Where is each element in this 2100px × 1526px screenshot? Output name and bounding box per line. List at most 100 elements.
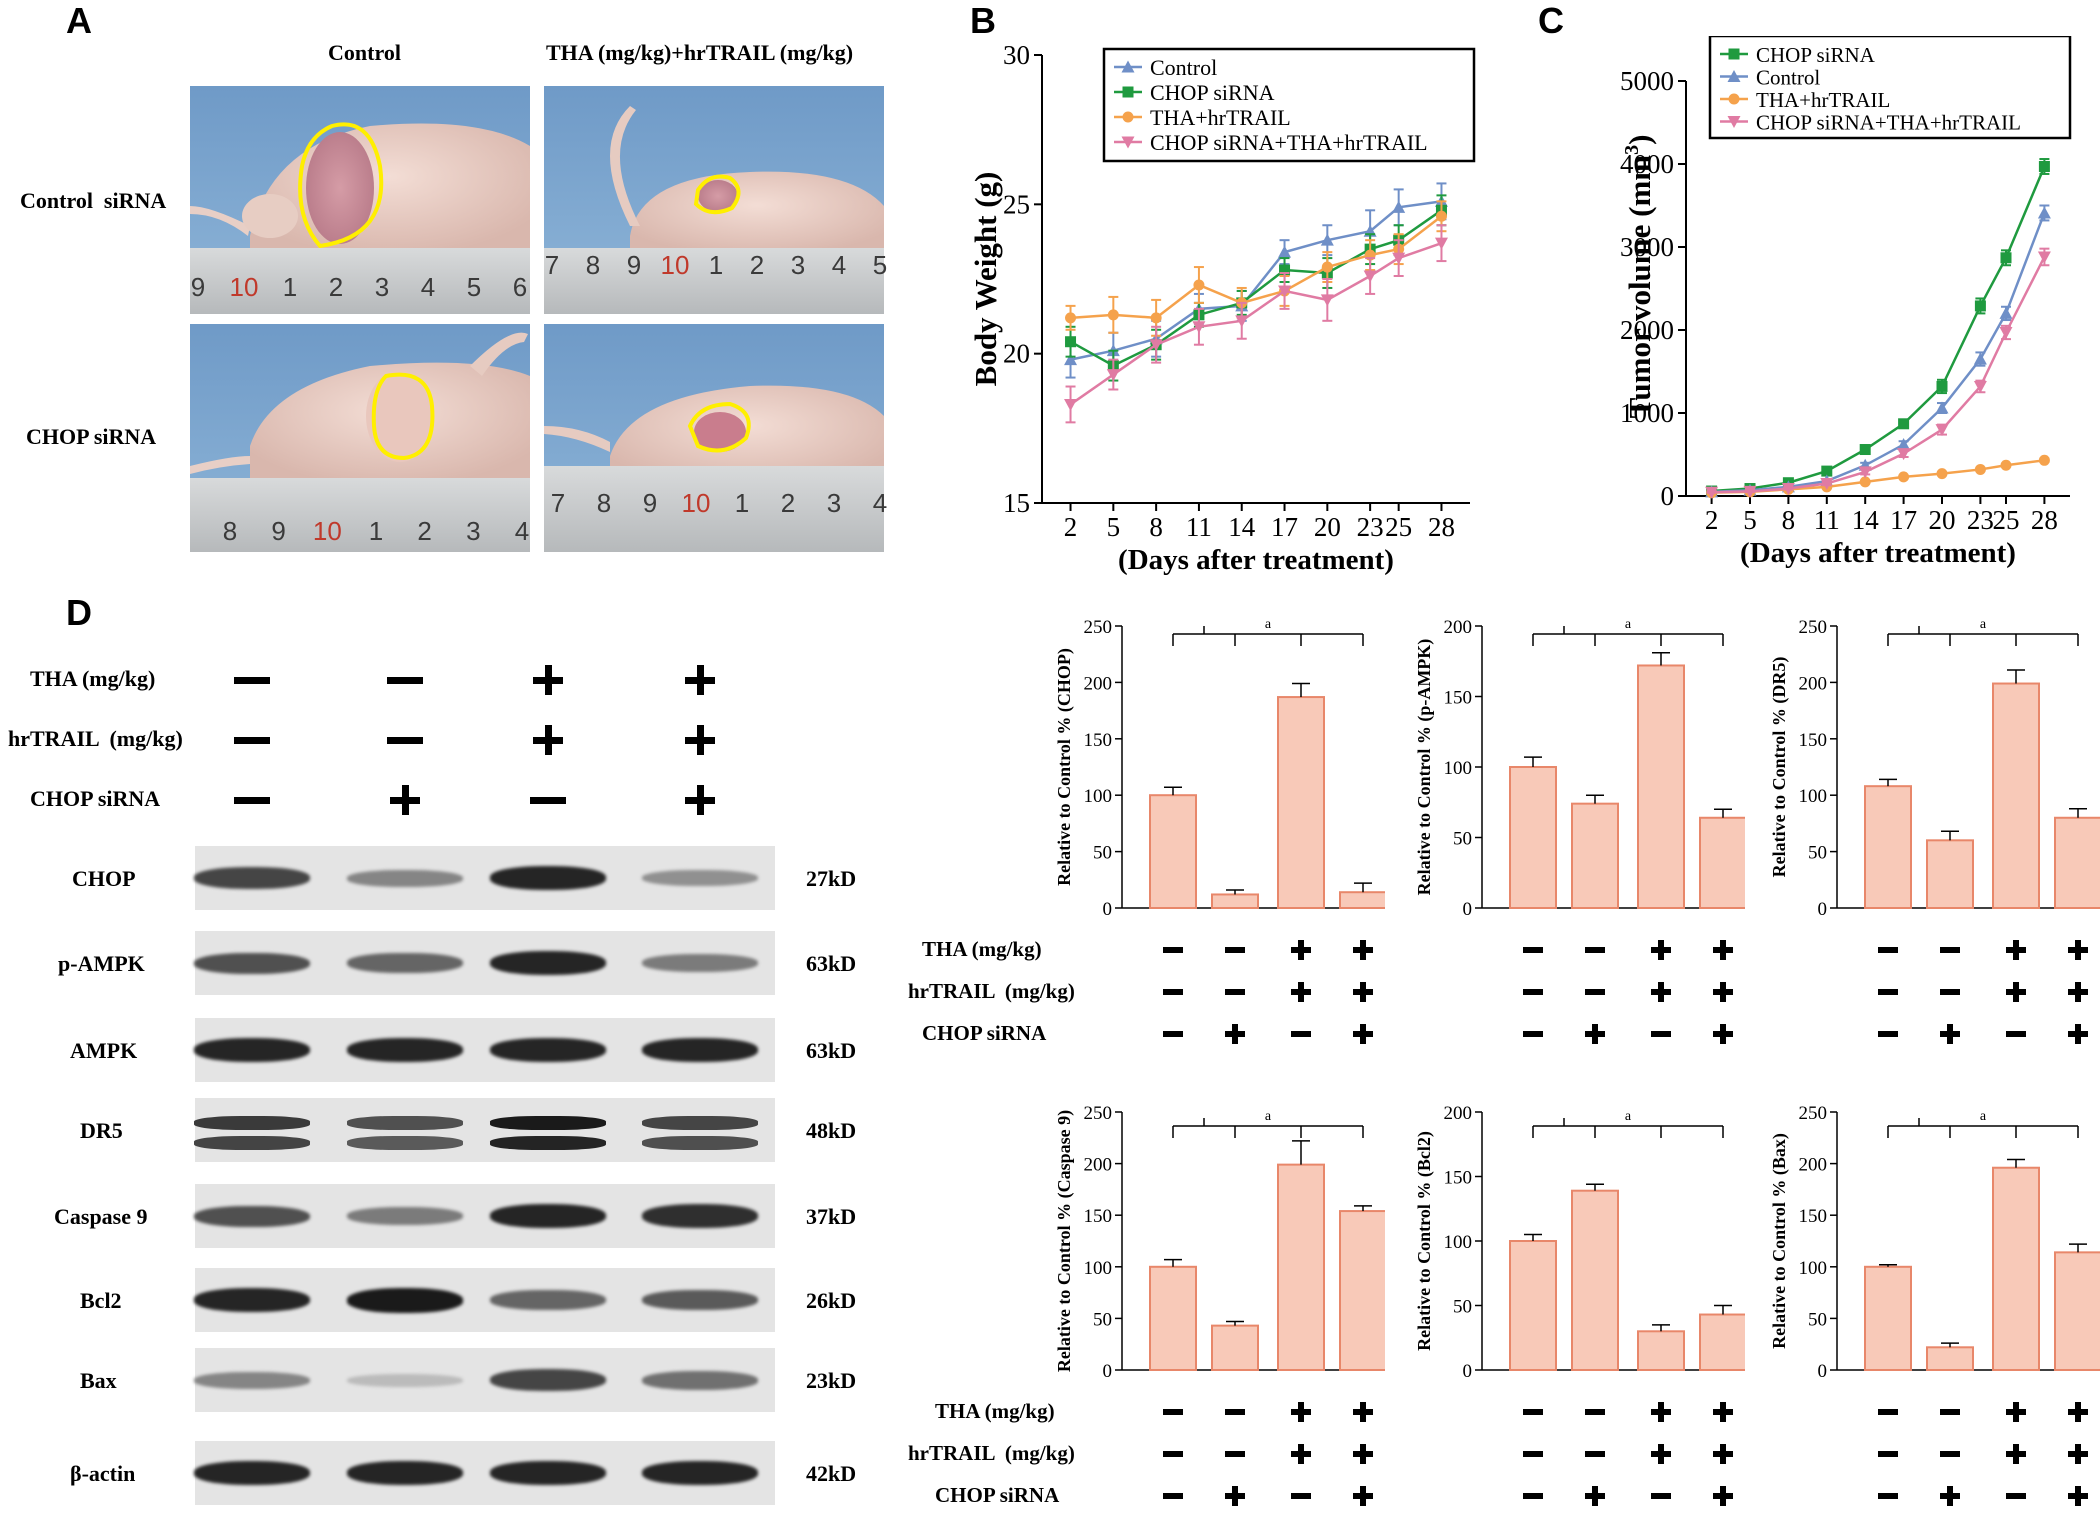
panel-letter-c: C: [1538, 0, 1564, 41]
ruler-tick-label: 9: [626, 250, 642, 280]
blot-band: [642, 954, 758, 972]
data-marker: [1999, 326, 2013, 339]
bar: [2054, 1251, 2100, 1372]
kd-label: 37kD: [806, 1204, 857, 1229]
series-line: [1711, 166, 2046, 493]
blot-band: [490, 1204, 606, 1228]
blot-band: [347, 953, 463, 973]
bar-treatment-label: hrTRAIL (mg/kg): [908, 1441, 1075, 1465]
protein-label: p-AMPK: [58, 951, 145, 976]
protein-label: Caspase 9: [54, 1204, 148, 1229]
x-tick-label: 2: [1705, 505, 1719, 535]
blot-band: [194, 1461, 310, 1485]
y-tick-label: 50: [1093, 843, 1112, 864]
y-tick-label: 0: [1661, 481, 1675, 511]
legend-label: THA+hrTRAIL: [1756, 88, 1890, 112]
row-header-control-sirna: Control siRNA: [20, 188, 167, 213]
sig-label: a: [1625, 617, 1632, 632]
blot-band: [194, 1038, 310, 1062]
bar-treatment-label: hrTRAIL (mg/kg): [908, 979, 1075, 1003]
x-tick-label: 11: [1814, 505, 1840, 535]
x-tick-label: 2: [1064, 512, 1078, 542]
legend-box: [1102, 47, 1476, 163]
series-line: [1069, 241, 1442, 406]
data-marker: [1320, 294, 1334, 307]
col-header-treatment: THA (mg/kg)+hrTRAIL (mg/kg): [546, 40, 854, 65]
minus-sign: [234, 737, 270, 744]
minus-sign: [1940, 1409, 1960, 1415]
plus-sign: [1298, 1444, 1304, 1464]
x-tick-label: 5: [1107, 512, 1121, 542]
data-marker: [1392, 252, 1406, 265]
ruler-tick-label: 2: [328, 272, 344, 302]
data-marker: [2000, 252, 2012, 264]
minus-sign: [2006, 1493, 2026, 1499]
y-tick-label: 150: [1799, 1206, 1828, 1227]
kd-label: 48kD: [806, 1118, 857, 1143]
y-tick-label: 200: [1799, 673, 1828, 694]
y-tick-label: 250: [1084, 617, 1113, 638]
kd-label: 63kD: [806, 951, 857, 976]
blot-band: [490, 951, 606, 975]
bar-chart-caspase9: 0 50 100 150 200 250 Relative to Control % (Ca…: [1054, 1103, 1385, 1506]
y-axis-label: Relative to Control % (Bcl2): [1414, 1131, 1435, 1351]
data-marker: [1974, 300, 1986, 312]
minus-sign: [1523, 1031, 1543, 1037]
x-axis-label: (Days after treatment): [1740, 537, 2016, 569]
plus-sign: [1658, 1402, 1664, 1422]
ruler-tick-label: 4: [872, 488, 888, 518]
data-marker: [2038, 454, 2050, 466]
data-marker: [1781, 483, 1795, 496]
plus-sign: [1298, 1402, 1304, 1422]
x-tick-label: 23: [1357, 512, 1384, 542]
y-tick-label: 5000: [1620, 66, 1674, 96]
bar: [1571, 1189, 1619, 1371]
minus-sign: [1878, 1409, 1898, 1415]
x-tick-label: 17: [1271, 512, 1298, 542]
y-tick-label: 50: [1808, 1309, 1827, 1330]
series-chop-sirna-tha-hrtrail: [1705, 247, 2051, 499]
data-marker: [1859, 476, 1871, 488]
plus-sign: [2075, 940, 2081, 960]
photo-chop-sirna-control: [190, 324, 530, 552]
minus-sign: [1523, 989, 1543, 995]
legend-label: CHOP siRNA+THA+hrTRAIL: [1150, 130, 1428, 155]
protein-label: DR5: [80, 1118, 123, 1143]
plus-sign: [1720, 1402, 1726, 1422]
blot-strip: [194, 1268, 775, 1332]
minus-sign: [1225, 1409, 1245, 1415]
panel-letter-a: A: [66, 0, 92, 41]
y-tick-label: 150: [1444, 1168, 1473, 1189]
data-marker: [1727, 70, 1741, 82]
blot-band: [490, 1136, 606, 1150]
ruler-tick-label: 1: [708, 250, 724, 280]
bar-chart-dr5: 0 50 100 150 200 250 Relative to Control % (DR…: [1769, 617, 2100, 1044]
data-marker: [1434, 237, 1448, 250]
series-tha-hrtrail: [1065, 200, 1447, 337]
y-tick-label: 200: [1444, 1103, 1473, 1124]
data-marker: [1898, 418, 1910, 430]
blot-band: [642, 870, 758, 886]
bar: [1211, 893, 1259, 909]
y-tick-label: 0: [1103, 1361, 1113, 1382]
legend-label: CHOP siRNA: [1756, 43, 1876, 67]
data-marker: [1820, 478, 1834, 491]
bar: [1992, 1166, 2040, 1371]
data-marker: [1973, 380, 1987, 393]
bar: [1339, 1210, 1385, 1371]
ruler-tick-label: 7: [550, 488, 566, 518]
series-line: [1069, 209, 1443, 368]
minus-sign: [1651, 1031, 1671, 1037]
x-tick-label: 11: [1186, 512, 1212, 542]
ruler-tick-label: 6: [512, 272, 528, 302]
blot-band: [642, 1461, 758, 1485]
x-tick-label: 8: [1149, 512, 1163, 542]
plus-sign: [1947, 1024, 1953, 1044]
data-marker: [1392, 200, 1406, 213]
ruler-tick-label: 3: [790, 250, 806, 280]
legend-label: CHOP siRNA+THA+hrTRAIL: [1756, 111, 2021, 135]
bar: [1992, 682, 2040, 909]
bar-chart-bax: 0 50 100 150 200 250 Relative to Control % (Ba…: [1769, 1103, 2100, 1506]
y-axis-label: Relative to Control % (Caspase 9): [1054, 1110, 1075, 1372]
